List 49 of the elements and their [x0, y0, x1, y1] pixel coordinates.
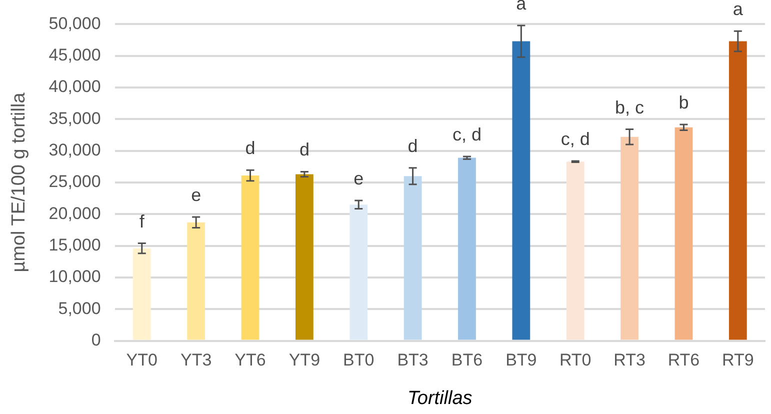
annotation: b — [678, 92, 689, 113]
bar — [404, 176, 422, 340]
y-tick-label: 5,000 — [58, 298, 101, 318]
bar — [241, 176, 260, 340]
x-tick-label: RT6 — [668, 350, 700, 370]
bar — [458, 158, 476, 340]
bar — [674, 127, 693, 340]
bar — [512, 41, 530, 340]
x-tick-label: YT3 — [180, 350, 212, 370]
annotation: e — [354, 168, 364, 189]
x-tick-label: YT6 — [234, 350, 266, 370]
x-tick-label: BT0 — [343, 350, 374, 370]
x-tick-label: RT9 — [722, 350, 754, 370]
annotation: c, d — [452, 124, 482, 145]
y-tick-label: 0 — [91, 330, 101, 350]
annotation: c, d — [560, 128, 590, 149]
y-tick-label: 40,000 — [48, 77, 101, 96]
bar — [566, 162, 584, 340]
y-tick-label: 35,000 — [48, 108, 101, 128]
bar — [296, 174, 314, 340]
y-tick-label: 15,000 — [48, 236, 101, 255]
x-tick-label: BT6 — [451, 350, 483, 370]
x-tick-label: BT3 — [397, 350, 428, 370]
x-tick-label: BT9 — [506, 350, 537, 370]
y-tick-label: 20,000 — [48, 204, 101, 223]
y-tick-label: 25,000 — [48, 172, 101, 192]
y-tick-label: 50,000 — [48, 14, 101, 33]
y-tick-label: 45,000 — [48, 46, 101, 65]
y-tick-label: 10,000 — [48, 267, 101, 286]
annotation: f — [139, 211, 146, 232]
bar — [350, 204, 368, 340]
annotation: a — [516, 0, 528, 14]
annotation: a — [732, 0, 744, 20]
bar — [132, 248, 151, 340]
x-tick-label: YT9 — [288, 350, 320, 370]
annotation: e — [191, 184, 202, 205]
bar — [187, 222, 206, 340]
annotation: d — [408, 136, 418, 156]
x-tick-label: RT0 — [559, 350, 592, 370]
annotation: b, c — [615, 97, 644, 118]
x-tick-label: YT0 — [126, 350, 158, 370]
x-tick-label: RT3 — [614, 350, 646, 370]
x-axis-title: Tortillas — [408, 388, 473, 409]
bar — [728, 41, 747, 340]
y-axis-title: µmol TE/100 g tortilla — [8, 92, 30, 272]
bar — [620, 136, 638, 340]
annotation: d — [245, 138, 256, 158]
annotation: d — [299, 140, 310, 160]
y-tick-label: 30,000 — [48, 140, 101, 160]
